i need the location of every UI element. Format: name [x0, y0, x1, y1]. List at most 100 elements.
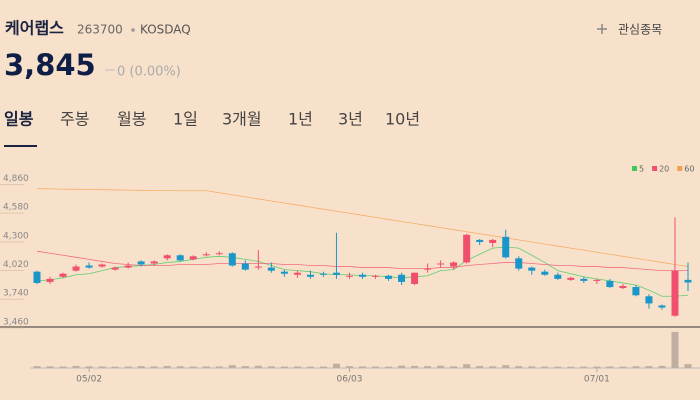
candle-body [489, 239, 497, 243]
volume-bar [424, 366, 432, 368]
candle-body [606, 280, 614, 288]
tab[interactable]: 1년 [288, 110, 313, 129]
volume-bar [254, 365, 262, 368]
volume-bar [450, 366, 458, 368]
separator-dot [131, 28, 135, 32]
tab[interactable]: 10년 [385, 110, 420, 129]
watchlist-button[interactable]: 관심종목 [597, 23, 662, 37]
volume-bar [163, 365, 171, 368]
volume-bar [215, 366, 223, 368]
tab[interactable]: 일봉 [4, 110, 34, 129]
volume-bar [541, 366, 549, 368]
candle-body [580, 278, 588, 281]
volume-bar [554, 366, 562, 368]
candle-body [541, 271, 549, 275]
y-tick-label: 4,300 [3, 231, 29, 241]
candle-body [124, 265, 132, 268]
tab[interactable]: 3년 [338, 110, 363, 129]
volume-bar [111, 366, 119, 368]
volume-bar [593, 366, 601, 368]
watchlist-label: 관심종목 [618, 23, 662, 37]
stock-name: 케어랩스 [5, 19, 64, 38]
legend-label: 20 [659, 165, 669, 174]
volume-bar [398, 365, 406, 368]
candle-body [671, 270, 679, 316]
tab[interactable]: 3개월 [222, 110, 262, 129]
candle-body [332, 272, 340, 275]
volume-bar [176, 366, 184, 368]
legend-label: 5 [639, 165, 644, 174]
candle-body [46, 278, 54, 282]
candle-body [463, 234, 471, 263]
candle-body [437, 263, 445, 265]
candle-body [202, 254, 210, 256]
volume-bar [359, 366, 366, 368]
volume-bar [293, 366, 301, 368]
y-tick-label: 4,860 [3, 174, 29, 184]
x-tick-label: 07/01 [584, 375, 610, 385]
volume-bar [684, 364, 692, 368]
x-tick-label: 06/03 [337, 375, 363, 385]
ma-line [36, 250, 688, 272]
candle-body [137, 261, 145, 265]
candle-body [98, 264, 106, 267]
candle-body [254, 266, 262, 268]
candle-body [111, 267, 119, 270]
volume-bar [319, 366, 327, 368]
volume-bar [85, 366, 93, 368]
volume-bar [280, 366, 288, 368]
tab[interactable]: 1일 [173, 110, 198, 129]
volume-bar [241, 366, 249, 368]
y-tick-label: 3,460 [3, 317, 29, 327]
volume-bar [658, 365, 666, 368]
volume-bar [306, 366, 314, 368]
candle-body [59, 273, 67, 277]
volume-bar [580, 366, 588, 368]
candle-body [176, 255, 184, 261]
candle-body [684, 279, 692, 283]
tab[interactable]: 주봉 [60, 110, 89, 129]
volume-bar [411, 365, 419, 368]
volume-bar [124, 366, 132, 368]
volume-bar [619, 366, 627, 368]
volume-bar [72, 365, 80, 368]
candle-body [450, 262, 458, 267]
candle-body [228, 253, 236, 266]
candle-body [85, 265, 93, 268]
candle-body [528, 267, 536, 271]
candle-body [645, 296, 653, 304]
candle-body [424, 268, 432, 270]
candle-body [359, 274, 366, 277]
volume-bar [332, 363, 340, 368]
volume-bar [59, 366, 67, 368]
candle-body [502, 236, 510, 258]
volume-bar [345, 366, 353, 368]
candle-body [411, 272, 419, 284]
candle-body [33, 271, 41, 283]
volume-bar [150, 366, 158, 368]
volume-bar [632, 366, 640, 368]
legend-swatch [652, 166, 658, 171]
volume-bar [437, 365, 445, 368]
candle-body [280, 271, 288, 274]
ma-line [36, 188, 689, 267]
candle-body [554, 274, 562, 279]
y-tick-label: 3,740 [3, 289, 29, 299]
volume-bar [137, 366, 145, 368]
candle-body [515, 258, 523, 269]
candle-body [241, 263, 249, 270]
y-tick-label: 4,020 [3, 260, 29, 270]
candle-body [267, 267, 275, 271]
candle-body [372, 275, 380, 277]
candle-body [567, 277, 575, 280]
volume-bar [202, 366, 210, 368]
tab[interactable]: 월봉 [117, 110, 146, 129]
candle-body [345, 275, 353, 277]
volume-bar [372, 366, 380, 368]
candle-body [319, 273, 327, 275]
candle-body [476, 239, 484, 242]
volume-bar [606, 366, 614, 368]
candle-body [385, 275, 393, 279]
market: KOSDAQ [140, 23, 191, 37]
